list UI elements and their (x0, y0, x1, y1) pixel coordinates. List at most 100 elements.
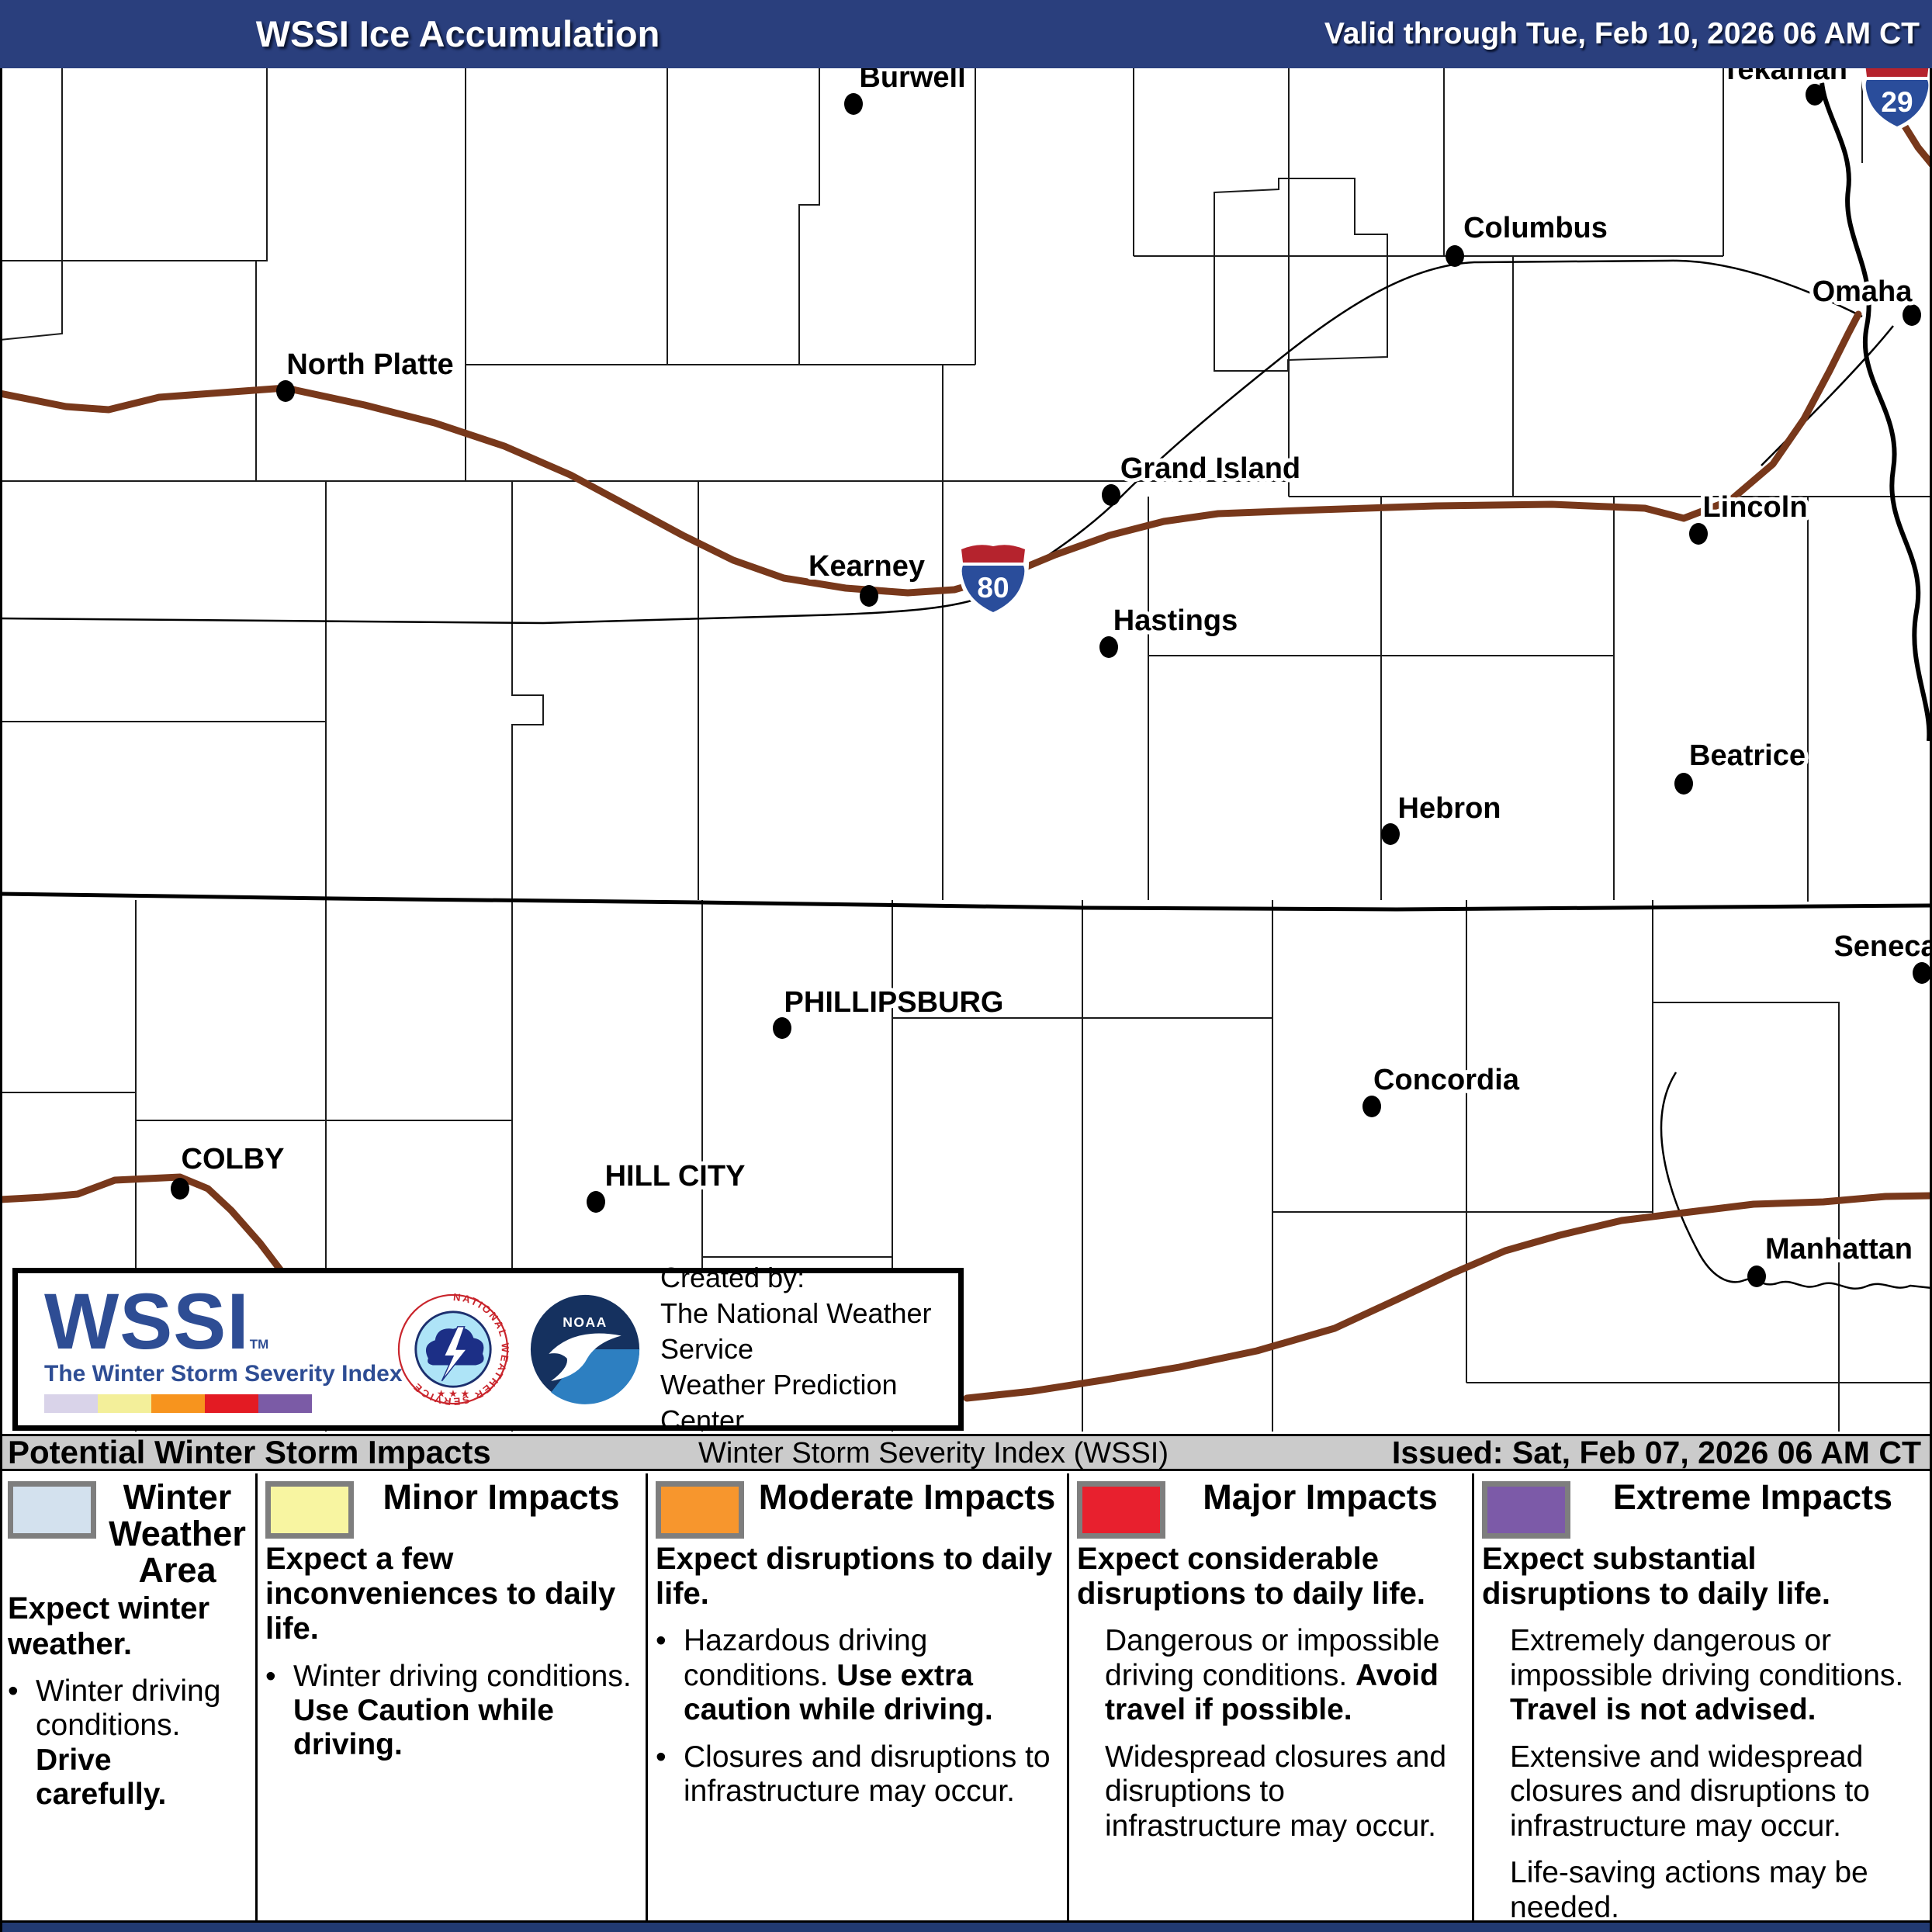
trademark-label: TM (249, 1337, 269, 1352)
svg-text:★ ★ ★: ★ ★ ★ (437, 1387, 470, 1399)
city-label: Concordia (1373, 1064, 1520, 1096)
created-by-line: Weather Prediction Center (660, 1369, 898, 1437)
legend-item-text: Extensive and widespread closures and di… (1510, 1740, 1870, 1843)
city-dot (1747, 1265, 1766, 1287)
noaa-logo-icon: NOAA (530, 1294, 640, 1404)
svg-text:NOAA: NOAA (563, 1314, 607, 1330)
bullet-spacer (1482, 1624, 1510, 1727)
city-dot (1446, 245, 1464, 267)
city-label: Manhattan (1765, 1233, 1913, 1265)
city-label: Kearney (808, 550, 925, 583)
city-dot (276, 380, 295, 402)
legend-item: Widespread closures and disruptions to i… (1077, 1740, 1463, 1844)
city-label: Columbus (1463, 212, 1608, 244)
legend-item: • Closures and disruptions to infrastruct… (656, 1740, 1058, 1809)
severity-color-chip (44, 1394, 98, 1413)
city-dot (1099, 636, 1118, 658)
city-label: HILL CITY (605, 1160, 746, 1193)
bullet-icon: • (656, 1740, 667, 1774)
interstate-29-shield: 29 (1861, 55, 1932, 130)
legend-item-text: Winter driving conditions. Drive careful… (36, 1674, 221, 1812)
title-bar: WSSI Ice Accumulation Valid through Tue,… (0, 0, 1932, 68)
legend-item: • Winter driving conditions. Drive carefu… (8, 1674, 246, 1813)
bullet-spacer (1077, 1624, 1105, 1727)
nws-logo-icon: NATIONAL WEATHER SERVICE ★ ★ ★ (397, 1293, 510, 1406)
legend-column-winter-weather-area: Winter Weather Area Expect winter weather… (0, 1473, 258, 1920)
impacts-title-bar: Potential Winter Storm Impacts Winter St… (0, 1434, 1932, 1471)
legend-item: Extremely dangerous or impossible drivin… (1482, 1624, 1923, 1727)
city-dot (1903, 304, 1921, 326)
map-region: 80 29 Burwell Tekamah Columbus Omaha North Pl… (0, 50, 1932, 1434)
city-dot (1381, 823, 1400, 845)
interstate-80-shield: 80 (957, 541, 1030, 616)
city-dot (844, 93, 863, 115)
city-label: Burwell (859, 68, 965, 94)
state-boundary (0, 892, 1932, 912)
legend-swatch (656, 1481, 744, 1539)
bullet-icon: • (265, 1659, 276, 1693)
legend-item-text: Life-saving actions may be needed. (1510, 1856, 1868, 1920)
city-dot (1689, 523, 1708, 545)
legend-item-text: Closures and disruptions to infrastructu… (684, 1740, 1051, 1809)
legend-item-text: Extremely dangerous or impossible drivin… (1510, 1624, 1904, 1727)
legend-lead: Expect a few inconveniences to daily lif… (265, 1542, 616, 1646)
city-label: Tekamah (1722, 68, 1847, 86)
legend-item: Life-saving actions may be needed. (1482, 1856, 1923, 1920)
legend-title: Minor Impacts (383, 1477, 620, 1517)
legend-item: • Hazardous driving conditions. Use extra… (656, 1624, 1058, 1727)
city-dot (1674, 773, 1693, 795)
legend-item-text: Winter driving conditions. Use Caution w… (293, 1659, 632, 1762)
city-dot (1806, 84, 1824, 106)
missouri-river (1819, 68, 1932, 742)
city-dot (860, 585, 878, 607)
city-label: Lincoln (1702, 491, 1807, 524)
svg-text:80: 80 (977, 572, 1009, 604)
legend-title: Major Impacts (1203, 1477, 1438, 1517)
issued-label: Issued: Sat, Feb 07, 2026 06 AM CT (1391, 1435, 1921, 1470)
created-by-line: Created by: (660, 1261, 805, 1293)
severity-color-chip (98, 1394, 151, 1413)
legend-lead: Expect winter weather. (8, 1591, 210, 1661)
city-dot (1362, 1096, 1381, 1117)
svg-text:29: 29 (1881, 86, 1913, 118)
created-by-line: The National Weather Service (660, 1297, 932, 1365)
created-by-block: Created by: The National Weather Service… (660, 1260, 952, 1439)
city-dot (171, 1178, 189, 1200)
severity-color-chip (205, 1394, 258, 1413)
severity-color-chip (258, 1394, 312, 1413)
bullet-icon: • (8, 1674, 19, 1708)
wssi-logo: WSSITM The Winter Storm Severity Index (24, 1282, 403, 1413)
legend-row: Winter Weather Area Expect winter weather… (0, 1473, 1932, 1920)
wssi-logo-box: WSSITM The Winter Storm Severity Index N… (12, 1262, 964, 1436)
wssi-wordmark: WSSI (44, 1277, 250, 1366)
city-label: Grand Island (1120, 452, 1300, 485)
severity-color-chip (151, 1394, 205, 1413)
legend-title: Winter Weather Area (109, 1477, 246, 1590)
map-svg: 80 29 Burwell Tekamah Columbus Omaha North Pl… (0, 50, 1932, 1432)
city-markers: Burwell Tekamah Columbus Omaha North Platte G… (171, 50, 1932, 1287)
legend-column-extreme-impacts: Extreme Impacts Expect substantial disrup… (1474, 1473, 1932, 1920)
interstate-roads (0, 95, 1932, 1402)
city-dot (587, 1191, 605, 1213)
legend-column-moderate-impacts: Moderate Impacts Expect disruptions to da… (648, 1473, 1069, 1920)
bullet-spacer (1482, 1856, 1510, 1920)
legend-item-text: Dangerous or impossible driving conditio… (1105, 1624, 1440, 1727)
legend-item: • Winter driving conditions. Use Caution … (265, 1660, 636, 1763)
legend-title: Extreme Impacts (1612, 1477, 1893, 1517)
city-dot (1102, 484, 1120, 506)
bullet-icon: • (656, 1624, 667, 1658)
bullet-spacer (1482, 1740, 1510, 1844)
legend-swatch (1482, 1481, 1570, 1539)
impacts-title: Potential Winter Storm Impacts (8, 1434, 491, 1470)
wssi-color-strip (44, 1394, 378, 1413)
city-dot (773, 1017, 791, 1039)
valid-through-label: Valid through Tue, Feb 10, 2026 06 AM CT (1324, 17, 1920, 50)
legend-swatch (265, 1481, 354, 1539)
city-label: Seneca (1833, 930, 1932, 963)
legend-lead: Expect disruptions to daily life. (656, 1542, 1053, 1612)
page-title: WSSI Ice Accumulation (255, 13, 660, 54)
rivers (0, 259, 1932, 1290)
legend-swatch (8, 1481, 96, 1539)
legend-lead: Expect considerable disruptions to daily… (1077, 1542, 1425, 1612)
